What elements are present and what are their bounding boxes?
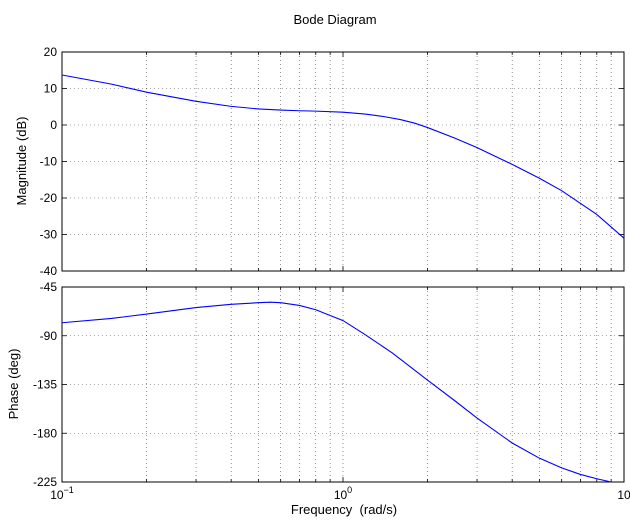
x-tick-label: 100 xyxy=(334,485,352,502)
series-line xyxy=(61,301,612,483)
y-tick-label: 10 xyxy=(44,82,58,96)
x-tick-label: 10−1 xyxy=(50,485,74,502)
y-tick-label: -20 xyxy=(40,191,58,205)
frequency-ticks: 10−1 100 10 xyxy=(50,485,630,502)
y-tick-label: -40 xyxy=(40,264,58,278)
phase-series xyxy=(61,301,612,483)
magnitude-ticks: -40 -30 -20 -10 0 10 20 xyxy=(40,45,624,278)
y-tick-label: -10 xyxy=(40,155,58,169)
phase-grid xyxy=(62,287,624,482)
magnitude-series xyxy=(61,74,625,239)
phase-plot: -225-180-135-90-45 Phase (deg) 10−1 100 10… xyxy=(6,280,630,517)
magnitude-grid xyxy=(62,52,624,271)
y-tick-label: -90 xyxy=(40,329,58,343)
phase-ylabel: Phase (deg) xyxy=(6,349,21,420)
x-tick-label: 10 xyxy=(617,488,630,502)
y-tick-label: 20 xyxy=(44,45,58,59)
y-tick-label: -225 xyxy=(33,475,57,489)
phase-ticks: -225 -180 -135 -90 -45 xyxy=(33,280,624,489)
magnitude-plot: -40 -30 -20 -10 0 10 20 Magnitude (dB) xyxy=(14,45,625,278)
y-tick-label: -45 xyxy=(40,280,58,294)
series-line xyxy=(61,74,625,239)
magnitude-ylabel: Magnitude (dB) xyxy=(14,117,29,206)
y-tick-label: -30 xyxy=(40,228,58,242)
y-tick-label: 0 xyxy=(50,118,57,132)
chart-title: Bode Diagram xyxy=(293,12,376,27)
y-tick-label: -135 xyxy=(33,378,57,392)
y-tick-label: -180 xyxy=(33,426,57,440)
frequency-xlabel: Frequency (rad/s) xyxy=(291,502,397,517)
